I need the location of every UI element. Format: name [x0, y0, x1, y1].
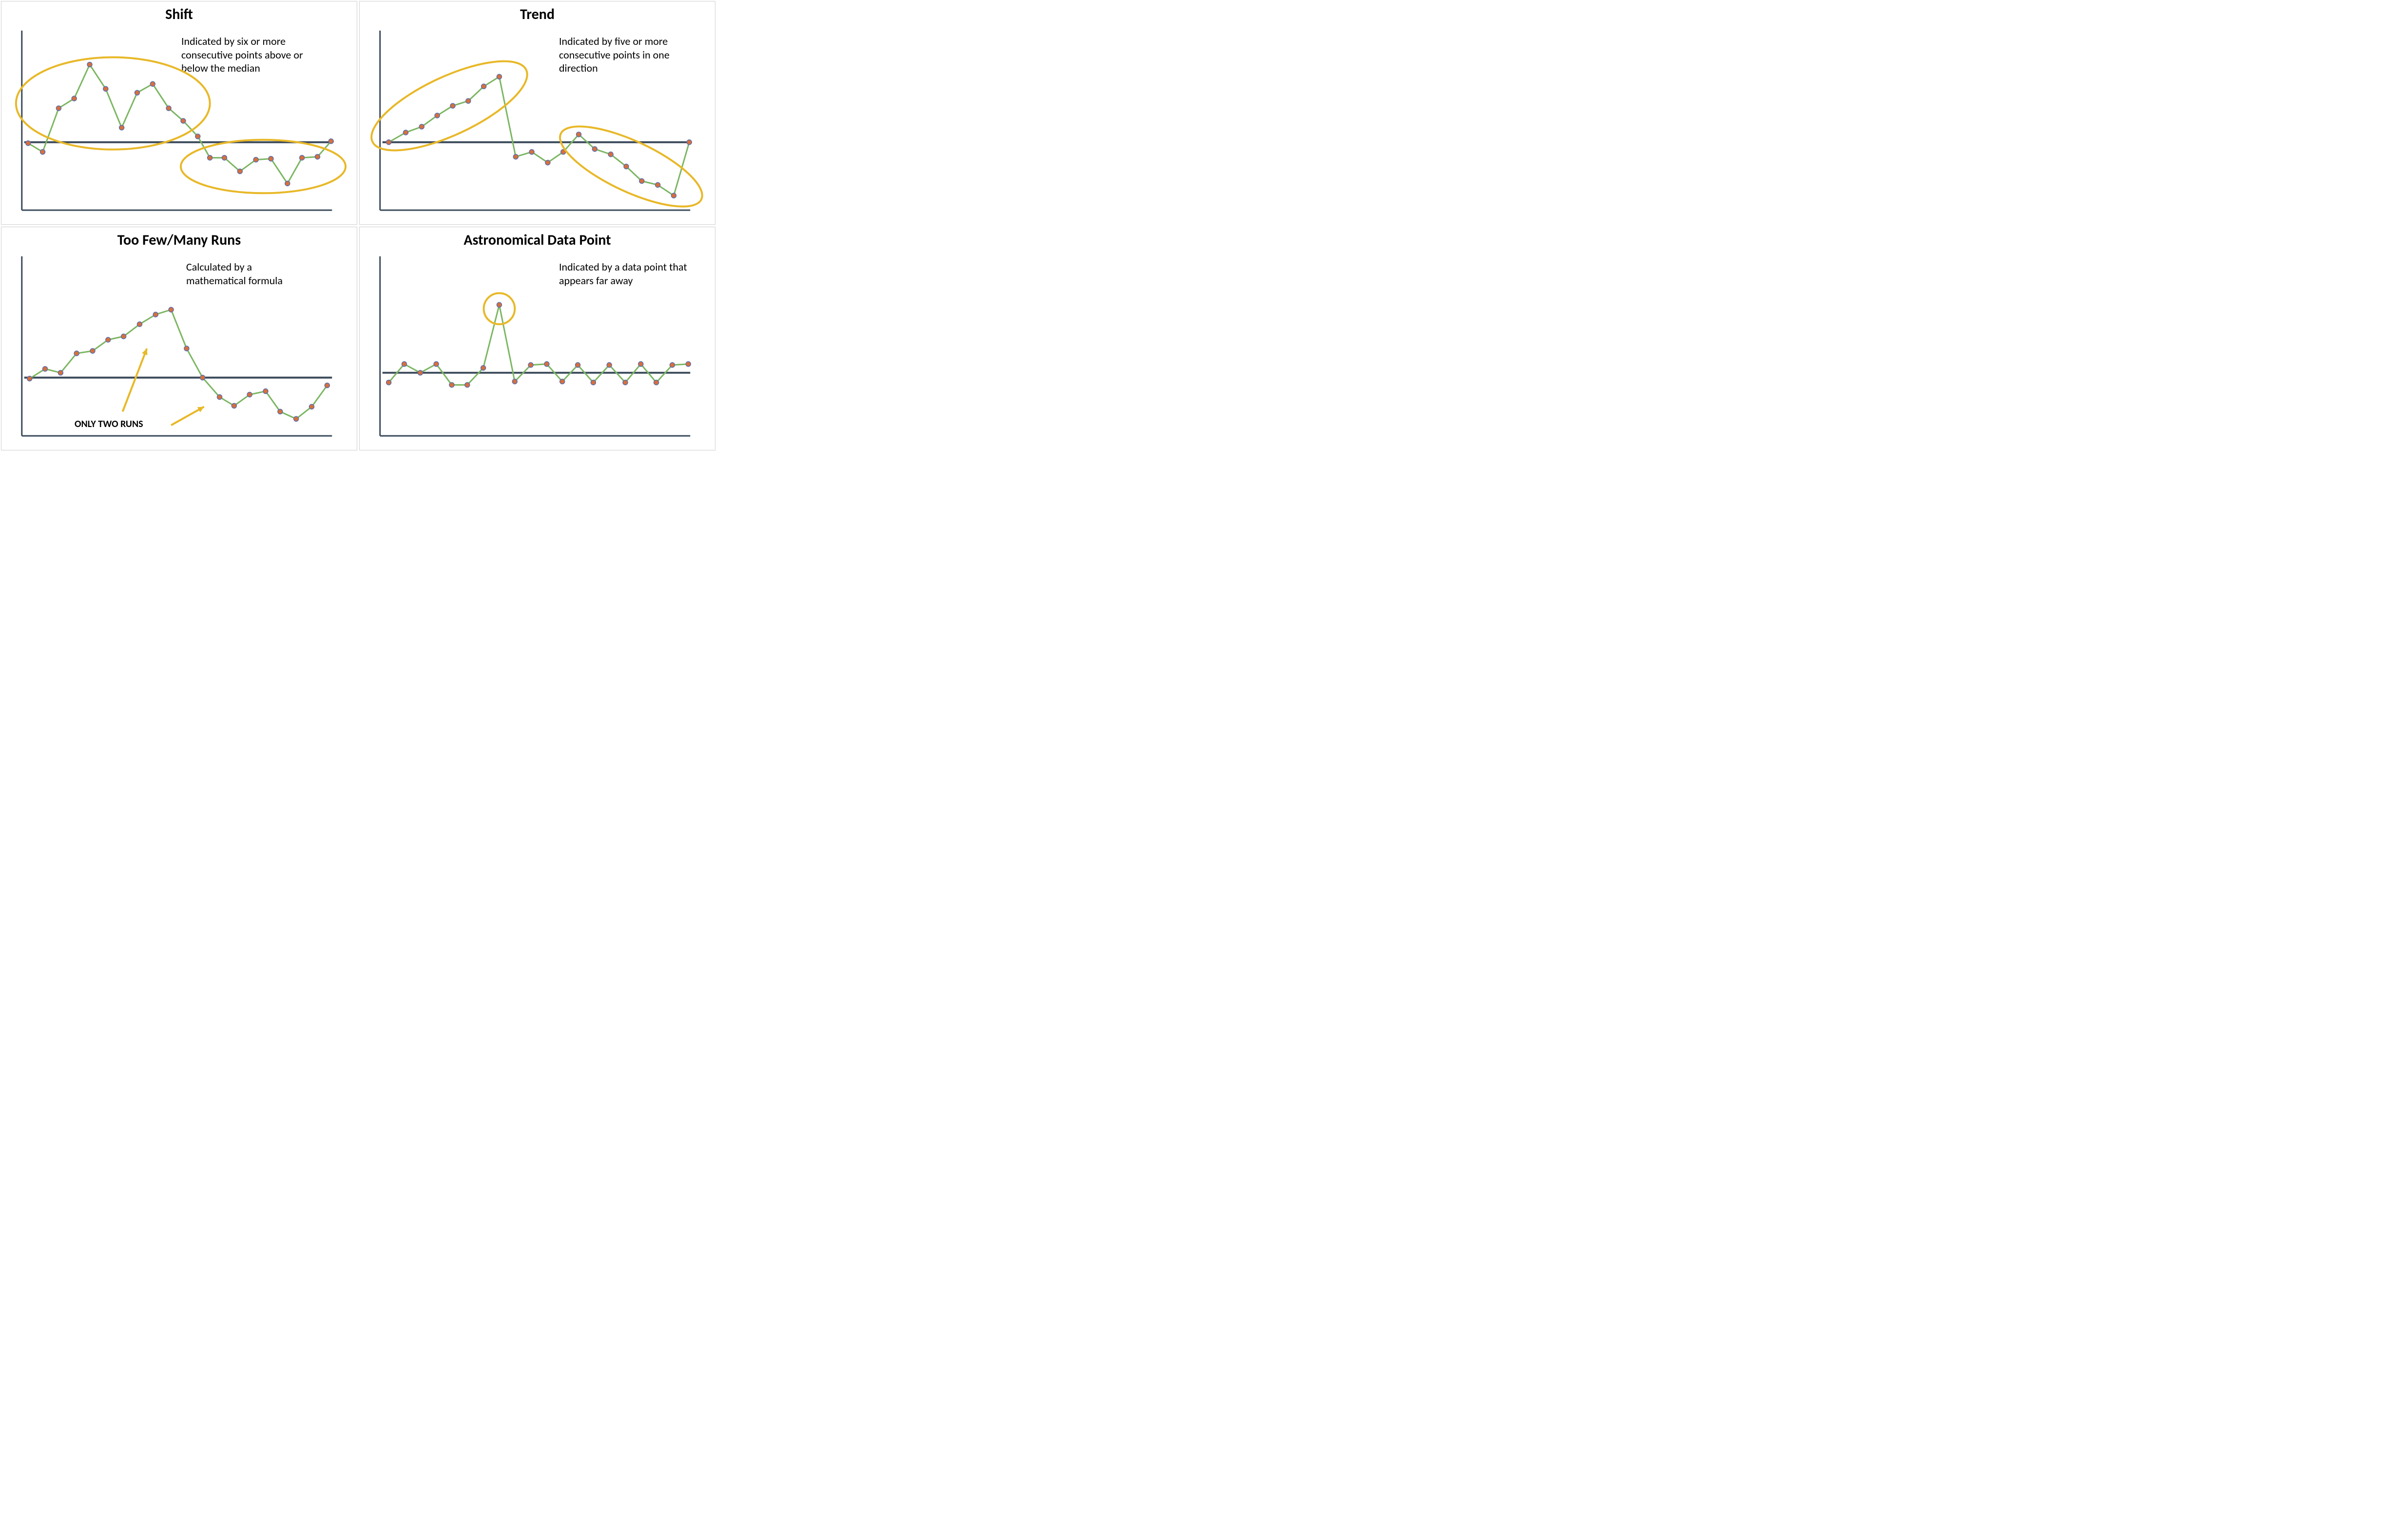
panel-trend-chart [360, 1, 715, 224]
panel-shift-chart [1, 1, 357, 224]
panel-astro-chart [360, 227, 715, 450]
chart-grid: Shift Indicated by six or more consecuti… [0, 0, 716, 451]
panel-shift: Shift Indicated by six or more consecuti… [1, 1, 357, 225]
panel-runs: Too Few/Many Runs Calculated by a mathem… [1, 227, 357, 450]
panel-runs-chart [1, 227, 357, 450]
panel-astro: Astronomical Data Point Indicated by a d… [359, 227, 715, 450]
panel-trend: Trend Indicated by five or more consecut… [359, 1, 715, 225]
